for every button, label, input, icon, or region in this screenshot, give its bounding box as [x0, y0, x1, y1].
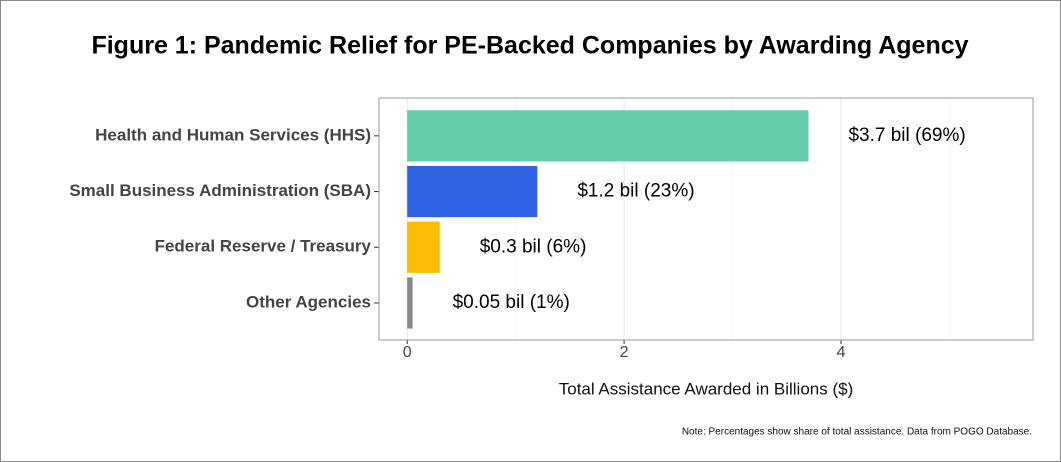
- x-tick-label: 0: [403, 344, 412, 361]
- y-tick-label: Health and Human Services (HHS): [95, 125, 371, 144]
- bar: [407, 110, 809, 162]
- y-tick-label: Other Agencies: [246, 292, 371, 311]
- bar: [407, 165, 538, 218]
- value-label: $0.3 bil (6%): [480, 236, 587, 257]
- y-tick-label: Federal Reserve / Treasury: [155, 237, 372, 256]
- value-label: $1.2 bil (23%): [577, 181, 694, 202]
- value-label: $3.7 bil (69%): [848, 125, 965, 146]
- chart-title: Figure 1: Pandemic Relief for PE-Backed …: [91, 32, 968, 60]
- value-label: $0.05 bil (1%): [453, 292, 570, 313]
- x-tick-label: 4: [837, 344, 846, 361]
- note: Note: Percentages show share of total as…: [682, 427, 1032, 438]
- bar: [407, 277, 413, 329]
- bar: [407, 221, 440, 273]
- x-axis-title: Total Assistance Awarded in Billions ($): [559, 379, 854, 398]
- panel-border: [378, 97, 1034, 341]
- y-tick-label: Small Business Administration (SBA): [69, 181, 371, 200]
- x-tick-label: 2: [620, 344, 629, 361]
